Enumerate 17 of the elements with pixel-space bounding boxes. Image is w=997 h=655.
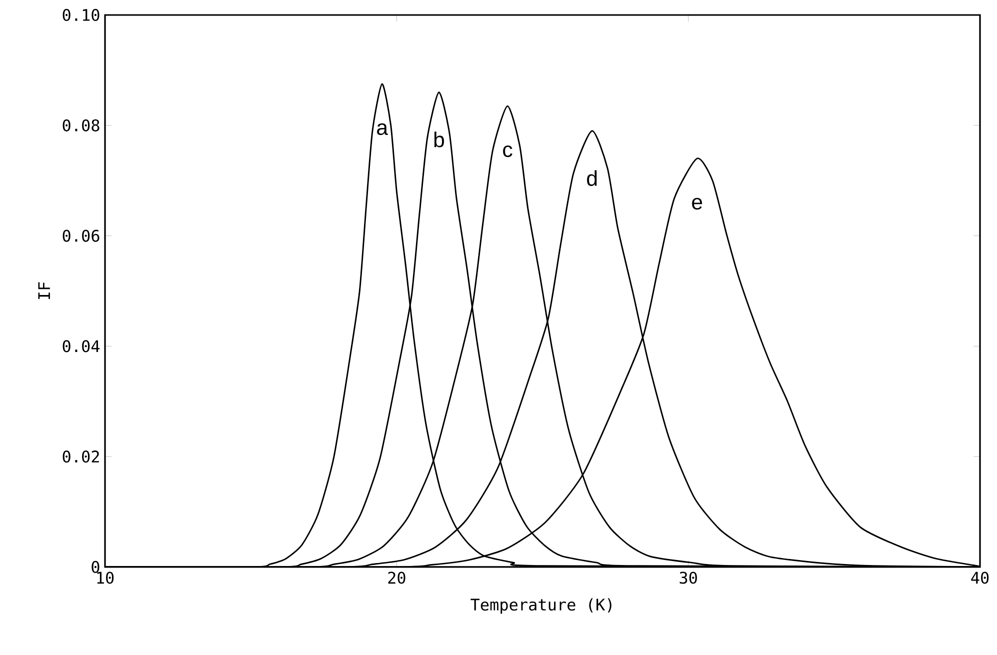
y-tick-label: 0 [92, 560, 100, 574]
x-axis-title: Temperature (K) [470, 598, 612, 614]
series-label: b [434, 132, 444, 148]
y-tick-label: 0.10 [62, 8, 100, 22]
x-tick-label: 40 [971, 572, 989, 584]
x-tick-label: 20 [388, 572, 406, 584]
y-tick-label: 0.06 [62, 230, 100, 242]
x-tick-label: 10 [97, 572, 114, 584]
series-label: a [377, 123, 388, 136]
y-tick-label: 0.08 [62, 119, 100, 132]
y-tick-label: 0.02 [62, 450, 99, 463]
series-label: e [692, 198, 702, 210]
y-tick-label: 0.04 [62, 340, 100, 352]
series-label: c [503, 145, 512, 158]
series-label: d [587, 170, 597, 186]
y-axis-title: IF [38, 282, 50, 300]
x-tick-label: 30 [680, 572, 697, 584]
